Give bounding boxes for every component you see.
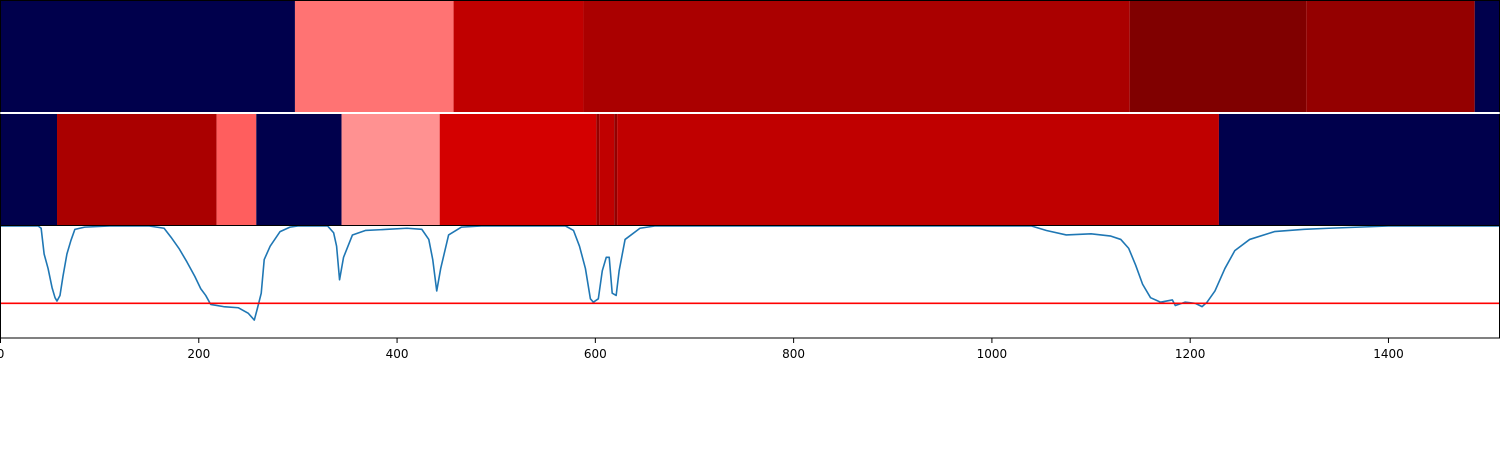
heat-segment (440, 114, 597, 225)
heat-track-2 (1, 114, 1500, 225)
x-axis: 0 200 400 600 800 1000 1200 1400 (0, 338, 1404, 361)
heat-segment (256, 114, 341, 225)
heat-segment (1, 114, 58, 225)
x-tick-label: 1400 (1373, 347, 1404, 361)
x-tick-label: 1000 (977, 347, 1008, 361)
heat-segment (1130, 1, 1306, 112)
x-tick-label: 800 (782, 347, 805, 361)
x-tick-label: 0 (0, 347, 4, 361)
heat-segment (1219, 114, 1500, 225)
heat-segment (614, 114, 617, 225)
heat-segment (57, 114, 217, 225)
x-tick-label: 600 (584, 347, 607, 361)
x-tick-label: 200 (187, 347, 210, 361)
x-tick-label: 1200 (1175, 347, 1206, 361)
heat-segment (1, 1, 295, 112)
heat-track-1 (1, 1, 1500, 112)
heat-segment (599, 114, 614, 225)
heat-segment (1475, 1, 1500, 112)
heat-segment (454, 1, 584, 112)
heat-segment (217, 114, 257, 225)
heat-segment (1306, 1, 1475, 112)
heat-segment (617, 114, 1219, 225)
heat-segment (342, 114, 440, 225)
x-tick-label: 400 (386, 347, 409, 361)
heat-segment (596, 114, 599, 225)
series-line (1, 226, 1500, 320)
heat-segment (583, 1, 1129, 112)
heat-segment (295, 1, 454, 112)
